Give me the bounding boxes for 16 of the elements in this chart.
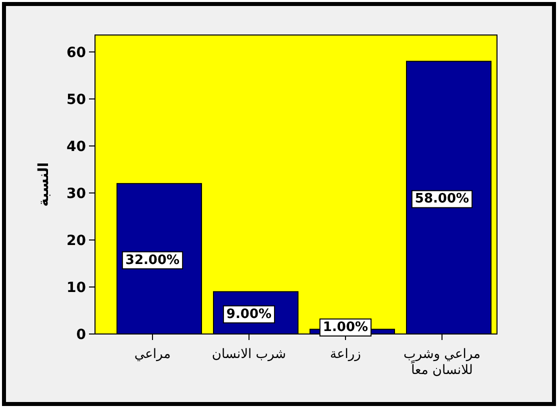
y-tick-label: 10 bbox=[66, 280, 86, 296]
y-tick-label: 40 bbox=[66, 138, 86, 155]
x-tick-label: شرب الانسان bbox=[212, 347, 286, 362]
x-tick-label: زراعة bbox=[330, 347, 361, 362]
y-axis-title: النسبة bbox=[36, 162, 52, 207]
y-tick-label: 60 bbox=[66, 44, 86, 61]
y-tick-label: 0 bbox=[76, 327, 86, 343]
y-tick-label: 50 bbox=[66, 92, 86, 108]
data-label: 9.00% bbox=[226, 306, 272, 322]
y-tick-label: 30 bbox=[66, 186, 86, 202]
data-label: 58.00% bbox=[414, 192, 470, 207]
x-tick-label: مراعي وشرب للانسان معاً bbox=[403, 347, 481, 378]
y-tick-label: 20 bbox=[66, 232, 86, 249]
data-label: 1.00% bbox=[322, 320, 368, 335]
x-tick-label: مراعي bbox=[134, 347, 171, 362]
data-label: 32.00% bbox=[125, 252, 180, 268]
